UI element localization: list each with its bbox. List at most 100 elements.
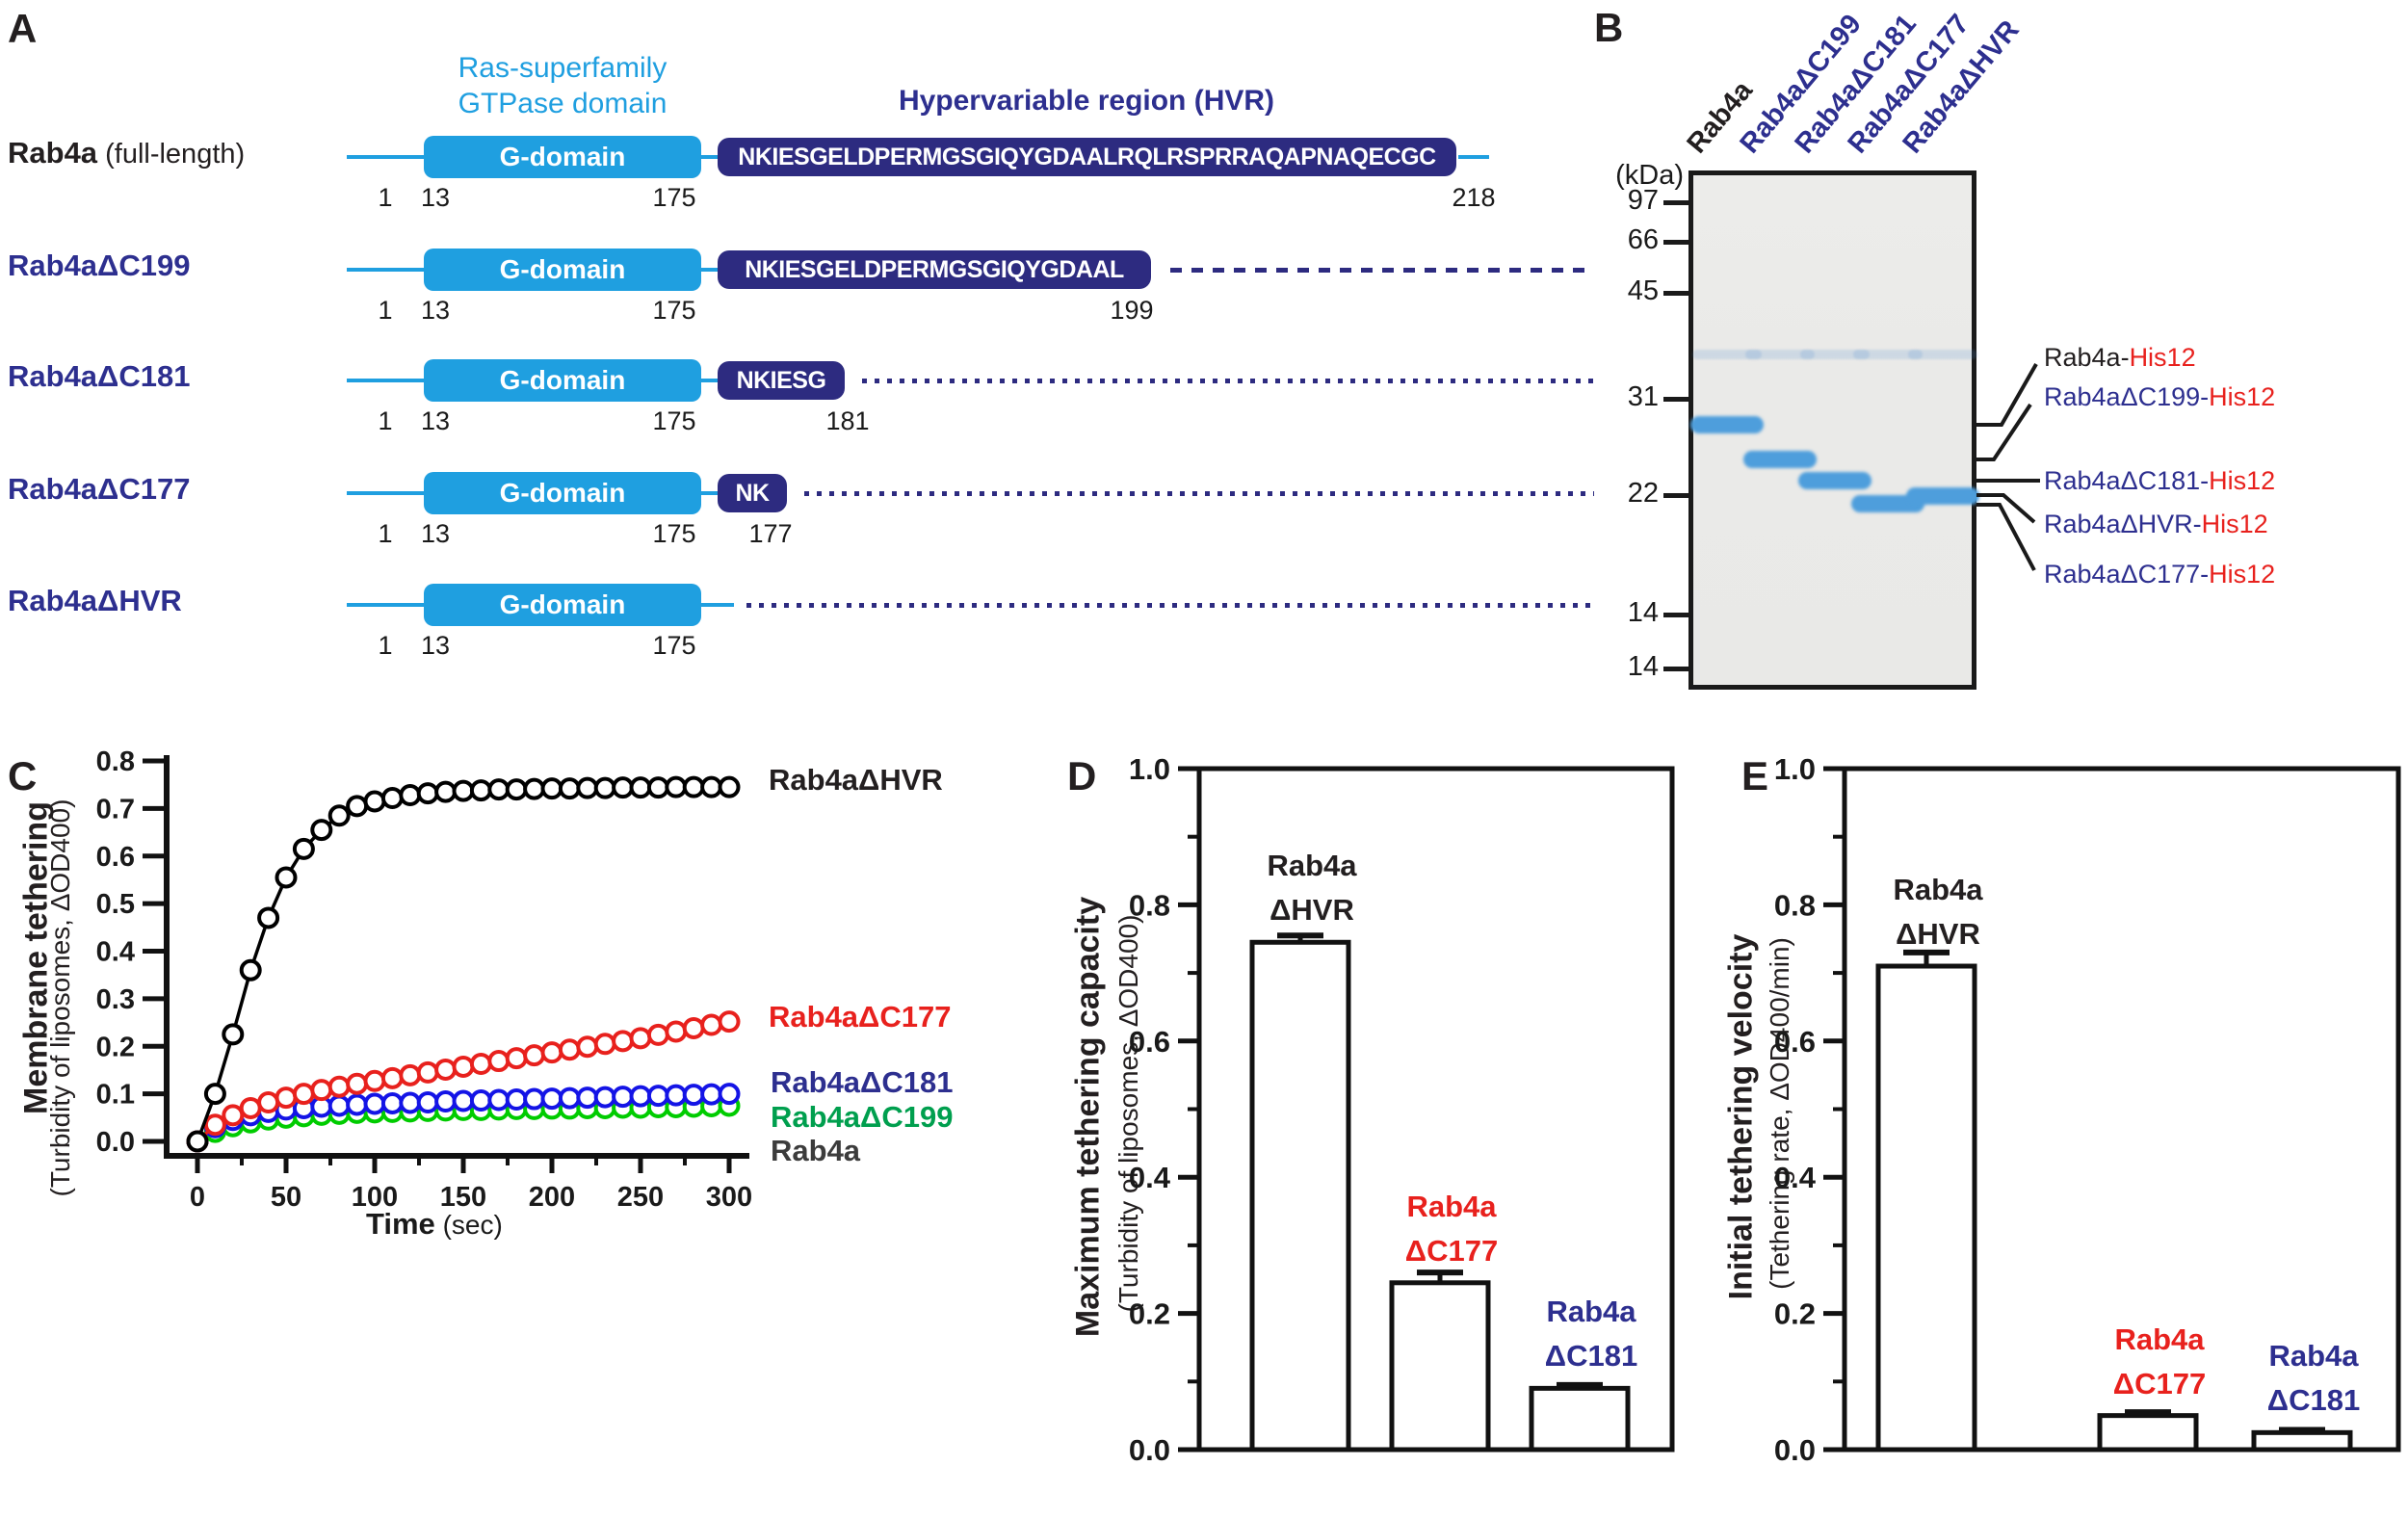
residue-number-start: 1 <box>378 296 393 325</box>
g-domain-box: G-domain <box>424 249 701 291</box>
residue-number-end: 181 <box>825 406 870 435</box>
residue-number-gend: 175 <box>652 296 696 325</box>
g-domain-box: G-domain <box>424 136 701 178</box>
mw-marker-tick <box>1663 200 1688 205</box>
faint-band <box>1800 350 1870 359</box>
svg-text:100: 100 <box>352 1182 398 1213</box>
svg-text:0.0: 0.0 <box>1129 1433 1170 1467</box>
svg-text:0.0: 0.0 <box>96 1127 135 1158</box>
residue-number-gend: 175 <box>652 631 696 660</box>
svg-text:0: 0 <box>190 1182 205 1213</box>
svg-text:50: 50 <box>271 1182 301 1213</box>
mw-marker-value: 66 <box>1627 224 1659 255</box>
truncated-region-dashes <box>862 379 1594 383</box>
c-terminal-stub <box>1458 155 1489 159</box>
residue-number-end: 177 <box>748 519 793 548</box>
time-label: Time <box>366 1207 435 1241</box>
mw-marker-value: 14 <box>1627 651 1659 682</box>
mw-marker-value: 22 <box>1627 478 1659 509</box>
residue-number-start: 1 <box>378 183 393 212</box>
residue-number-end: 199 <box>1110 296 1154 325</box>
construct-name: Rab4aΔC199 <box>8 249 191 282</box>
svg-text:0.4: 0.4 <box>1774 1161 1817 1194</box>
linker-line <box>701 491 718 495</box>
truncated-region-dashes <box>746 603 1594 608</box>
hvr-sequence-box: NKIESGELDPERMGSGIQYGDAAL <box>718 250 1151 289</box>
bar-label: Rab4a ΔC177 <box>1404 1189 1499 1268</box>
svg-text:0.6: 0.6 <box>1129 1025 1170 1059</box>
hvr-title: Hypervariable region (HVR) <box>898 85 1275 117</box>
c-terminal-stub <box>701 603 734 607</box>
svg-text:1.0: 1.0 <box>1774 752 1816 786</box>
curve-label-c199: Rab4aΔC199 <box>771 1100 954 1134</box>
residue-number-gend: 175 <box>652 519 696 548</box>
svg-text:150: 150 <box>440 1182 486 1213</box>
band-identity-label: Rab4aΔC181-His12 <box>2044 466 2276 495</box>
truncated-region-dashes <box>804 491 1594 496</box>
svg-text:1.0: 1.0 <box>1129 752 1170 786</box>
bar-label: Rab4a ΔC181 <box>2266 1339 2361 1418</box>
residue-number-start: 1 <box>378 406 393 435</box>
panel-c-letter: C <box>8 753 38 798</box>
residue-number-gstart: 13 <box>420 406 451 435</box>
svg-text:0.4: 0.4 <box>1129 1161 1171 1194</box>
band-identity-label: Rab4aΔC177-His12 <box>2044 560 2276 589</box>
gtpase-domain-title: Ras-superfamily GTPase domain <box>458 52 667 119</box>
protein-band <box>1690 416 1764 433</box>
faint-band <box>1853 350 1923 359</box>
residue-number-gend: 175 <box>652 406 696 435</box>
svg-text:0.8: 0.8 <box>96 746 135 777</box>
svg-text:250: 250 <box>617 1182 664 1213</box>
svg-text:0.0: 0.0 <box>1774 1433 1816 1467</box>
faint-band <box>1908 350 1977 359</box>
panel-e-y-axis-title: Initial tethering velocity <box>1722 933 1760 1300</box>
svg-text:0.3: 0.3 <box>96 984 135 1015</box>
mw-marker-tick <box>1663 667 1688 671</box>
hvr-sequence-box: NKIESGELDPERMGSGIQYGDAALRQLRSPRRAQAPNAQE… <box>718 138 1456 176</box>
bar-label: Rab4a ΔHVR <box>1267 849 1357 928</box>
curve-label-rab4a: Rab4a <box>771 1134 861 1167</box>
svg-text:0.2: 0.2 <box>96 1032 135 1062</box>
construct-name: Rab4a (full-length) <box>8 136 246 170</box>
hvr-sequence-box: NKIESG <box>718 361 845 400</box>
mw-marker-tick <box>1663 613 1688 617</box>
residue-number-gstart: 13 <box>420 631 451 660</box>
protein-band <box>1798 472 1871 489</box>
mw-marker-tick <box>1663 291 1688 296</box>
curve-label-c181: Rab4aΔC181 <box>771 1065 954 1099</box>
mw-marker-value: 31 <box>1627 381 1659 412</box>
kda-unit-label: (kDa) <box>1615 160 1684 191</box>
band-identity-label: Rab4aΔHVR-His12 <box>2044 510 2268 538</box>
svg-text:0.2: 0.2 <box>1129 1297 1170 1331</box>
svg-text:0.2: 0.2 <box>1774 1297 1816 1331</box>
svg-text:200: 200 <box>529 1182 575 1213</box>
curve-label-c177: Rab4aΔC177 <box>769 1000 952 1034</box>
max-tethering-capacity-chart: 0.0 0.2 0.4 0.6 0.8 1.0 <box>1129 752 1675 1467</box>
protein-band <box>1743 451 1817 468</box>
n-terminal-line <box>347 603 424 607</box>
protein-band <box>1906 487 1979 505</box>
hvr-sequence-box: NK <box>718 474 787 512</box>
panel-c-x-axis-title: Time (sec) <box>366 1207 503 1242</box>
svg-text:0.4: 0.4 <box>96 937 135 968</box>
svg-text:0.8: 0.8 <box>1129 888 1170 922</box>
g-domain-box: G-domain <box>424 359 701 402</box>
svg-text:0.8: 0.8 <box>1774 888 1816 922</box>
truncated-region-dashes <box>1170 268 1594 273</box>
mw-marker-tick <box>1663 493 1688 498</box>
curve-label-hvr: Rab4aΔHVR <box>769 763 943 797</box>
linker-line <box>701 155 718 159</box>
mw-marker-value: 45 <box>1627 275 1659 306</box>
band-identity-label: Rab4aΔC199-His12 <box>2044 382 2276 411</box>
tethering-kinetics-plot: 0.0 0.1 0.2 0.3 0.4 0.5 0.6 0.7 0.8 0 50 100 150 200 2… <box>96 746 753 1213</box>
svg-text:0.7: 0.7 <box>96 794 135 824</box>
faint-band <box>1745 350 1815 359</box>
n-terminal-line <box>347 155 424 159</box>
residue-number-gstart: 13 <box>420 296 451 325</box>
band-identity-label: Rab4a-His12 <box>2044 343 2196 372</box>
panel-e-letter: E <box>1741 753 1769 798</box>
mw-marker-tick <box>1663 240 1688 245</box>
time-unit: (sec) <box>434 1210 503 1240</box>
residue-number-end: 218 <box>1452 183 1496 212</box>
